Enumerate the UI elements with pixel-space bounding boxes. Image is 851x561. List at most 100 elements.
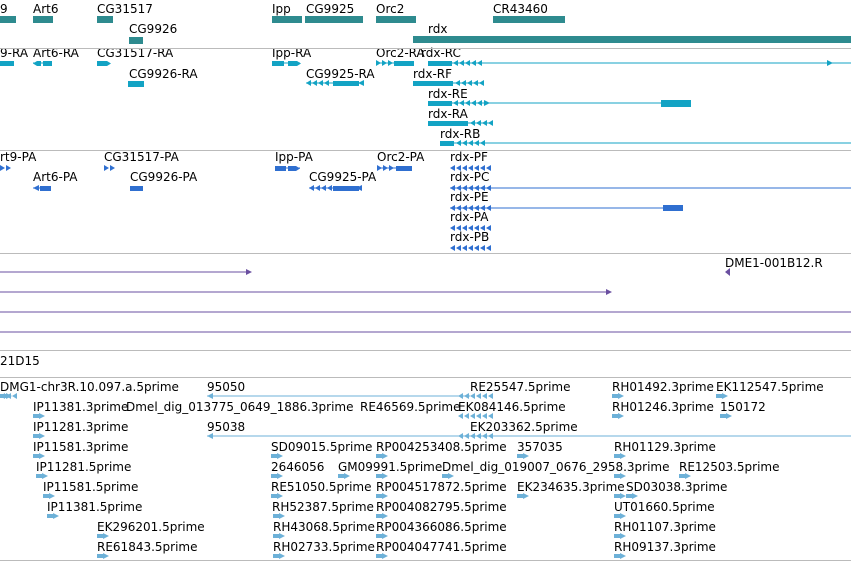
est-block[interactable] bbox=[338, 474, 345, 478]
protein-label[interactable]: CG9925-PA bbox=[309, 170, 377, 184]
est-block[interactable] bbox=[273, 554, 280, 558]
est-block[interactable] bbox=[614, 534, 621, 538]
protein-label[interactable]: rdx-PF bbox=[450, 150, 488, 164]
est-block[interactable] bbox=[614, 454, 621, 458]
est-label[interactable]: EK296201.5prime bbox=[97, 520, 205, 534]
est-block[interactable] bbox=[273, 514, 280, 518]
cds-block[interactable] bbox=[663, 205, 683, 211]
est-block[interactable] bbox=[97, 534, 104, 538]
est-label[interactable]: IP11281.5prime bbox=[36, 460, 132, 474]
est-block[interactable] bbox=[97, 554, 104, 558]
est-label[interactable]: RP004253408.5prime bbox=[376, 440, 507, 454]
est-label[interactable]: RH43068.5prime bbox=[273, 520, 375, 534]
transcript-label[interactable]: CG9925-RA bbox=[306, 67, 375, 81]
est-label[interactable]: RP004517872.5prime bbox=[376, 480, 507, 494]
transcript-exon[interactable] bbox=[97, 61, 111, 66]
est-label[interactable]: EK234635.3prime bbox=[517, 480, 625, 494]
est-block[interactable] bbox=[626, 494, 633, 498]
transcript-exon[interactable] bbox=[428, 61, 452, 66]
cds-block[interactable] bbox=[396, 166, 412, 171]
gene-block[interactable] bbox=[376, 16, 416, 23]
est-block[interactable] bbox=[271, 494, 278, 498]
est-block[interactable] bbox=[33, 414, 40, 418]
est-label[interactable]: RH01246.3prime bbox=[612, 400, 714, 414]
transcript-exon[interactable] bbox=[428, 121, 468, 126]
clone-label[interactable]: DME1-001B12.R bbox=[725, 256, 823, 270]
est-label[interactable]: DMG1-chr3R.10.097.a.5prime bbox=[0, 380, 179, 394]
gene-label[interactable]: 9 bbox=[0, 2, 8, 16]
est-block[interactable] bbox=[716, 394, 723, 398]
protein-label[interactable]: Orc2-PA bbox=[377, 150, 425, 164]
est-block[interactable] bbox=[614, 494, 621, 498]
est-label[interactable]: RH52387.5prime bbox=[272, 500, 374, 514]
est-block[interactable] bbox=[273, 534, 280, 538]
transcript-exon[interactable] bbox=[128, 81, 144, 87]
gene-block[interactable] bbox=[272, 16, 302, 23]
est-label[interactable]: 95038 bbox=[207, 420, 246, 434]
est-label[interactable]: SD03038.3prime bbox=[626, 480, 728, 494]
transcript-exon[interactable] bbox=[288, 61, 301, 66]
est-block[interactable] bbox=[376, 474, 383, 478]
est-label[interactable]: Dmel_dig_013775_0649_1886.3prime bbox=[126, 400, 354, 414]
est-label[interactable]: 150172 bbox=[720, 400, 766, 414]
gene-label[interactable]: CR43460 bbox=[493, 2, 548, 16]
est-block[interactable] bbox=[271, 454, 278, 458]
est-label[interactable]: RP004082795.5prime bbox=[376, 500, 507, 514]
gene-label[interactable]: CG9925 bbox=[306, 2, 355, 16]
est-label[interactable]: IP11581.5prime bbox=[43, 480, 139, 494]
protein-label[interactable]: CG31517-PA bbox=[104, 150, 179, 164]
gene-label[interactable]: CG9926 bbox=[129, 22, 178, 36]
est-label[interactable]: 357035 bbox=[517, 440, 563, 454]
gene-label[interactable]: Ipp bbox=[272, 2, 291, 16]
est-block[interactable] bbox=[376, 534, 383, 538]
gene-block[interactable] bbox=[493, 16, 565, 23]
est-label[interactable]: UT01660.5prime bbox=[614, 500, 715, 514]
est-label[interactable]: RH09137.3prime bbox=[614, 540, 716, 554]
protein-label[interactable]: rdx-PA bbox=[450, 210, 489, 224]
protein-label[interactable]: Art6-PA bbox=[33, 170, 78, 184]
est-label[interactable]: IP11281.3prime bbox=[33, 420, 129, 434]
gene-block[interactable] bbox=[0, 16, 16, 23]
est-label[interactable]: EK084146.5prime bbox=[458, 400, 566, 414]
protein-label[interactable]: rdx-PC bbox=[450, 170, 490, 184]
est-label[interactable]: RH01129.3prime bbox=[614, 440, 716, 454]
est-label[interactable]: SD09015.5prime bbox=[271, 440, 373, 454]
est-block[interactable] bbox=[614, 514, 621, 518]
transcript-exon[interactable] bbox=[0, 61, 14, 66]
protein-label[interactable]: rdx-PE bbox=[450, 190, 489, 204]
cds-block[interactable] bbox=[333, 186, 359, 191]
transcript-label[interactable]: CG31517-RA bbox=[97, 46, 174, 60]
transcript-exon[interactable] bbox=[661, 100, 691, 107]
est-label[interactable]: RE12503.5prime bbox=[679, 460, 780, 474]
gene-label[interactable]: Art6 bbox=[33, 2, 59, 16]
gene-block[interactable] bbox=[413, 36, 851, 43]
est-label[interactable]: RE61843.5prime bbox=[97, 540, 198, 554]
est-block[interactable] bbox=[517, 494, 524, 498]
est-label[interactable]: RH01107.3prime bbox=[614, 520, 716, 534]
transcript-exon[interactable] bbox=[43, 61, 52, 66]
gene-block[interactable] bbox=[97, 16, 113, 23]
est-label[interactable]: RE46569.5prime bbox=[360, 400, 461, 414]
protein-label[interactable]: rt9-PA bbox=[0, 150, 37, 164]
transcript-label[interactable]: rdx-RE bbox=[428, 87, 468, 101]
transcript-label[interactable]: rdx-RF bbox=[413, 67, 453, 81]
est-block[interactable] bbox=[720, 414, 727, 418]
gene-label[interactable]: rdx bbox=[428, 22, 448, 36]
transcript-label[interactable]: Ipp-RA bbox=[272, 46, 312, 60]
est-label[interactable]: 2646056 bbox=[271, 460, 325, 474]
est-block[interactable] bbox=[614, 554, 621, 558]
scaffold-label[interactable]: 21D15 bbox=[0, 354, 40, 368]
est-block[interactable] bbox=[376, 454, 383, 458]
cds-block[interactable] bbox=[288, 166, 300, 171]
est-label[interactable]: IP11581.3prime bbox=[33, 440, 129, 454]
cds-block[interactable] bbox=[130, 186, 143, 191]
est-block[interactable] bbox=[36, 474, 43, 478]
transcript-label[interactable]: Orc2-RA bbox=[376, 46, 425, 60]
est-label[interactable]: RH01492.3prime bbox=[612, 380, 714, 394]
est-label[interactable]: Dmel_dig_019007_0676_2958.3prime bbox=[442, 460, 670, 474]
cds-block[interactable] bbox=[40, 186, 51, 191]
transcript-exon[interactable] bbox=[440, 141, 454, 146]
est-block[interactable] bbox=[33, 434, 40, 438]
transcript-exon[interactable] bbox=[413, 81, 453, 86]
transcript-exon[interactable] bbox=[428, 101, 452, 106]
